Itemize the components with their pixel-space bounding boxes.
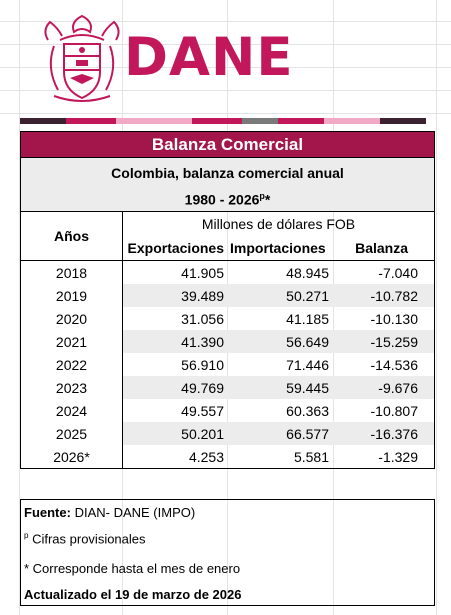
exports-cell: 41.905 — [181, 264, 224, 281]
column-header-exports: Exportaciones — [122, 236, 228, 261]
table-row: 2025 50.201 66.577 -16.376 — [21, 422, 434, 445]
updated-note: Actualizado el 19 de marzo de 2026 — [24, 587, 242, 602]
table-row: 2019 39.489 50.271 -10.782 — [21, 284, 434, 307]
provisional-note: p Cifras provisionales — [24, 531, 146, 546]
imports-cell: 50.271 — [228, 284, 333, 307]
trade-balance-table-panel: Balanza Comercial Colombia, balanza come… — [20, 131, 435, 469]
column-header-years: Años — [21, 211, 123, 261]
stripe-segment — [20, 118, 66, 124]
notes-box: Fuente: DIAN- DANE (IMPO) p Cifras provi… — [20, 499, 435, 606]
balance-cell: -10.782 — [333, 284, 434, 307]
balance-cell: -7.040 — [378, 264, 418, 281]
year-cell: 2020 — [21, 307, 123, 330]
imports-cell: 60.363 — [286, 402, 329, 419]
balance-cell: -14.536 — [370, 356, 418, 373]
stripe-segment — [242, 118, 278, 124]
stripe-segment — [192, 118, 242, 124]
exports-cell: 31.056 — [181, 310, 224, 327]
year-cell: 2018 — [21, 260, 123, 284]
year-cell: 2019 — [21, 284, 123, 307]
balance-cell: -1.329 — [378, 448, 418, 465]
exports-cell: 41.390 — [122, 330, 228, 353]
provisional-text: Cifras provisionales — [32, 531, 146, 547]
imports-cell: 59.445 — [228, 376, 333, 399]
year-cell: 2024 — [21, 399, 123, 422]
year-cell: 2022 — [21, 353, 123, 376]
table-title: Balanza Comercial — [21, 132, 434, 157]
imports-cell: 5.581 — [293, 448, 329, 465]
balance-cell: -16.376 — [333, 422, 434, 445]
year-cell: 2023 — [21, 376, 123, 399]
stripe-segment — [66, 118, 116, 124]
stripe-segment — [278, 118, 324, 124]
units-header: Millones de dólares FOB — [122, 211, 434, 236]
table-row: 2023 49.769 59.445 -9.676 — [21, 376, 434, 399]
subtitle-line-1: Colombia, balanza comercial anual — [111, 165, 344, 181]
table-row: 2026* 4.253 5.581 -1.329 — [21, 445, 434, 468]
colombia-coat-of-arms-icon — [44, 14, 120, 102]
table-row: 2018 41.905 48.945 -7.040 — [21, 260, 434, 284]
table-row: 2024 49.557 60.363 -10.807 — [21, 399, 434, 422]
provisional-mark: p — [24, 531, 29, 540]
table-row: 2022 56.910 71.446 -14.536 — [21, 353, 434, 376]
balance-cell: -10.130 — [370, 310, 418, 327]
source-value: DIAN- DANE (IMPO) — [74, 505, 196, 520]
exports-cell: 56.910 — [181, 356, 224, 373]
exports-cell: 50.201 — [122, 422, 228, 445]
exports-cell: 4.253 — [188, 448, 224, 465]
january-note: * Corresponde hasta el mes de enero — [24, 561, 241, 576]
imports-cell: 56.649 — [228, 330, 333, 353]
balance-cell: -9.676 — [333, 376, 434, 399]
imports-cell: 66.577 — [228, 422, 333, 445]
year-cell: 2021 — [21, 330, 123, 353]
table-subtitle: Colombia, balanza comercial anual 1980 -… — [21, 157, 434, 211]
exports-cell: 39.489 — [122, 284, 228, 307]
subtitle-years: 1980 - 2026 — [184, 191, 260, 208]
subtitle-asterisk: * — [264, 191, 271, 208]
exports-cell: 49.769 — [122, 376, 228, 399]
balance-cell: -15.259 — [333, 330, 434, 353]
exports-cell: 49.557 — [181, 402, 224, 419]
subtitle-provisional-mark: p — [259, 191, 265, 201]
balance-cell: -10.807 — [370, 402, 418, 419]
column-header-balance: Balanza — [333, 236, 434, 261]
stripe-segment — [324, 118, 380, 124]
imports-cell: 41.185 — [286, 310, 329, 327]
year-cell: 2026* — [21, 445, 123, 468]
source-note: Fuente: DIAN- DANE (IMPO) — [24, 505, 195, 520]
source-label: Fuente: — [24, 505, 71, 520]
trade-balance-table: Años Millones de dólares FOB Exportacion… — [21, 211, 434, 468]
subtitle-line-2: 1980 - 2026p* — [21, 185, 434, 212]
imports-cell: 48.945 — [286, 264, 329, 281]
year-cell: 2025 — [21, 422, 123, 445]
brand-color-stripe — [20, 118, 426, 124]
table-row: 2021 41.390 56.649 -15.259 — [21, 330, 434, 353]
stripe-segment — [116, 118, 192, 124]
stripe-segment — [380, 118, 426, 124]
table-row: 2020 31.056 41.185 -10.130 — [21, 307, 434, 330]
imports-cell: 71.446 — [286, 356, 329, 373]
dane-logo: DANE — [40, 12, 293, 108]
column-header-imports: Importaciones — [228, 236, 333, 261]
dane-wordmark: DANE — [124, 27, 294, 88]
